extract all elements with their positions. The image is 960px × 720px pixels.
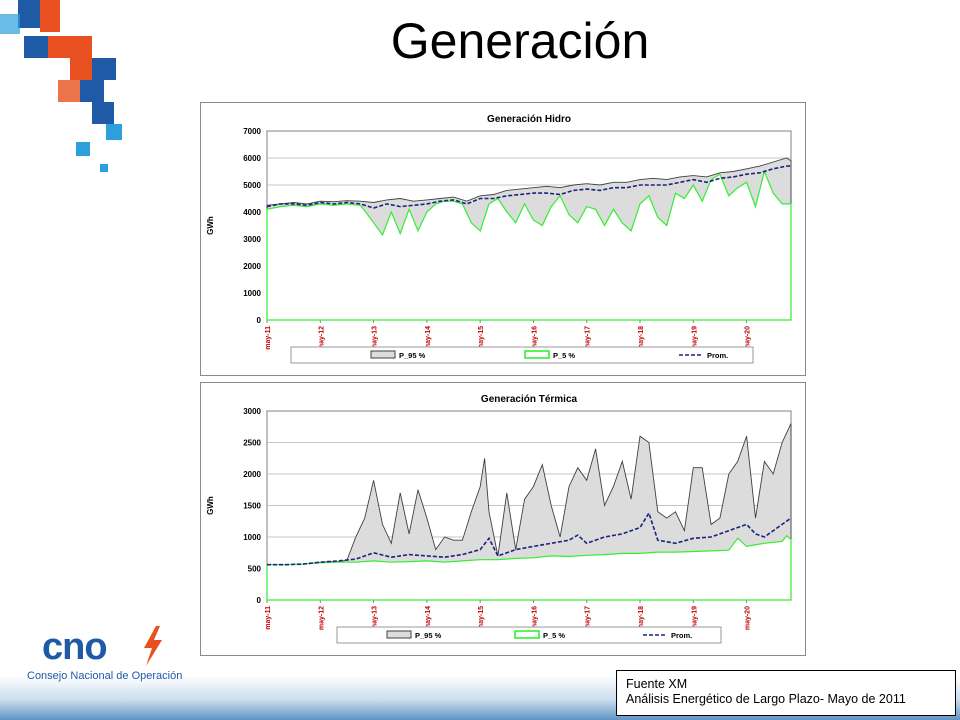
y-tick-label: 0 [257,316,262,325]
chart-title: Generación Térmica [481,394,578,405]
y-tick-label: 6000 [243,154,261,163]
y-tick-label: 0 [257,596,262,605]
y-tick-label: 4000 [243,208,261,217]
x-tick-label: may-17 [585,606,592,630]
y-tick-label: 1000 [243,289,261,298]
logo-text: cno [42,626,108,668]
x-tick-label: may-15 [478,326,485,350]
x-tick-label: may-20 [745,606,752,630]
y-axis-label: GWh [206,216,215,235]
legend-swatch-p5 [514,630,540,639]
y-tick-label: 2000 [243,262,261,271]
y-tick-label: 1500 [243,502,261,511]
x-tick-label: may-12 [318,606,325,630]
legend [290,346,754,364]
x-tick-label: may-14 [425,326,432,350]
y-tick-label: 3000 [243,407,261,416]
legend-label: P_95 % [415,631,442,640]
page-title: Generación [390,13,650,69]
legend-swatch-p95 [386,630,412,639]
source-line-2: Análisis Energético de Largo Plazo- Mayo… [626,692,906,706]
x-tick-label: may-11 [265,606,272,630]
x-tick-label: may-13 [372,606,379,630]
x-tick-label: may-17 [585,326,592,350]
chart-title: Generación Hidro [487,114,571,125]
y-tick-label: 5000 [243,181,261,190]
chart-termica-svg: Generación Térmica 0 500 1000 1500 2000 2500 30… [206,394,792,644]
chart-generacion-hidro: Generación Hidro 0 1000 2000 3000 4000 5000 600… [200,102,806,376]
chart-hidro-svg: Generación Hidro 0 1000 2000 3000 4000 5000 600… [206,114,792,364]
x-tick-label: may-15 [478,606,485,630]
logo-subtitle: Consejo Nacional de Operación [27,670,183,682]
x-tick-label: may-11 [265,326,272,350]
x-tick-label: may-18 [638,326,645,350]
y-tick-label: 1000 [243,533,261,542]
legend-label: Prom. [671,631,692,640]
legend-label: Prom. [707,351,728,360]
y-tick-label: 7000 [243,127,261,136]
y-tick-label: 500 [248,565,262,574]
series-p5-area [266,534,792,601]
series-prom-line [266,165,791,209]
x-tick-label: may-16 [531,606,538,630]
x-tick-label: may-18 [638,606,645,630]
x-tick-label: may-13 [372,326,379,350]
y-tick-label: 2500 [243,439,261,448]
legend-label: P_5 % [543,631,565,640]
series-prom-line [267,511,792,566]
legend-label: P_95 % [399,351,426,360]
legend-swatch-p95 [370,350,396,359]
x-tick-label: may-20 [745,326,752,350]
x-tick-label: may-19 [691,606,698,630]
x-tick-label: may-16 [531,326,538,350]
legend-swatch-p5 [524,350,550,359]
y-tick-label: 3000 [243,235,261,244]
decorative-squares [0,0,122,172]
source-line-1: Fuente XM [626,677,688,691]
legend-label: P_5 % [553,351,575,360]
y-tick-label: 2000 [243,470,261,479]
x-tick-label: may-19 [691,326,698,350]
lightning-bolt-icon [144,626,162,666]
chart-generacion-termica: Generación Térmica 0 500 1000 1500 2000 2500 30… [200,382,806,656]
source-box: Fuente XM Análisis Energético de Largo P… [616,670,956,716]
x-tick-label: may-12 [318,326,325,350]
y-axis-label: GWh [206,496,215,515]
x-tick-label: may-14 [425,606,432,630]
